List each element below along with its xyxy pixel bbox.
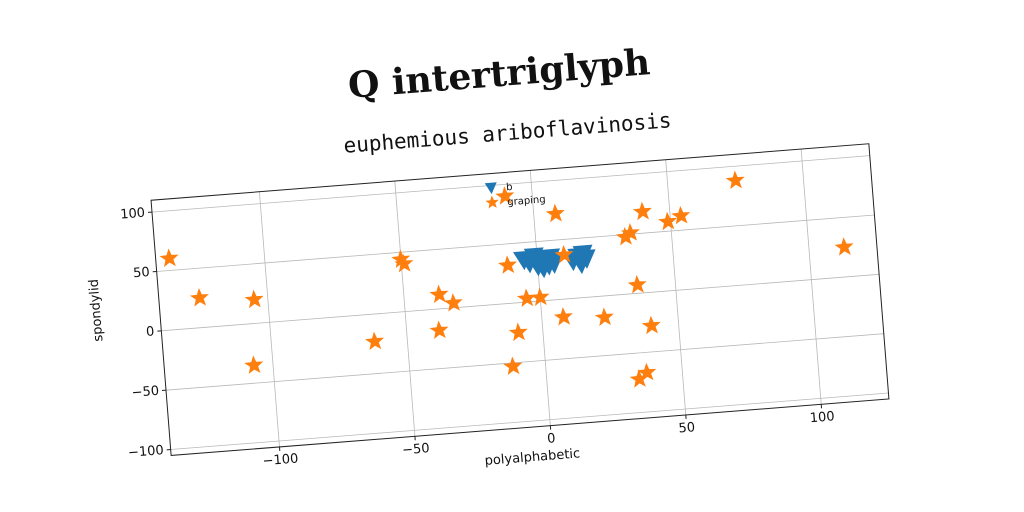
- grid-line-x: [665, 159, 687, 415]
- chart-title: euphemious ariboflavinosis: [343, 108, 673, 158]
- grid-line-y: [170, 392, 889, 450]
- data-marks: [159, 170, 854, 388]
- scatter-plot: −100 −50 0 50 100 −100 −50 0 50 100 b graping po…: [120, 143, 890, 470]
- grid-line-y: [161, 273, 880, 332]
- y-tick-label: 100: [120, 206, 146, 223]
- point-graping: [620, 223, 640, 242]
- point-graping: [189, 287, 209, 307]
- point-graping: [627, 274, 647, 294]
- point-graping: [495, 186, 515, 205]
- grid-line-x: [258, 191, 280, 447]
- legend-label-graping: graping: [507, 194, 546, 208]
- point-graping: [530, 287, 550, 306]
- point-graping: [365, 331, 384, 351]
- point-b: [575, 249, 596, 269]
- x-tick-label: −50: [402, 441, 431, 458]
- point-graping: [429, 284, 449, 304]
- point-graping: [159, 248, 179, 268]
- grid-line-y: [151, 155, 870, 213]
- x-axis-label: polyalphabetic: [484, 446, 581, 468]
- grid-line-y: [156, 214, 875, 272]
- y-tick-label: −100: [128, 443, 165, 461]
- point-graping: [498, 255, 517, 274]
- point-graping: [594, 307, 614, 326]
- point-graping: [834, 237, 854, 256]
- point-graping: [517, 288, 536, 308]
- grid-line-x: [394, 181, 416, 437]
- point-b: [543, 254, 564, 274]
- x-axis: −100 −50 0 50 100: [262, 404, 835, 470]
- point-graping: [503, 356, 523, 375]
- y-tick-label: 0: [146, 324, 155, 340]
- point-graping: [658, 211, 678, 231]
- point-graping: [641, 315, 661, 335]
- legend-label-b: b: [506, 182, 513, 193]
- legend-item-b: b: [484, 182, 513, 195]
- legend-marker-b: [484, 182, 497, 195]
- point-graping: [632, 201, 652, 221]
- point-graping: [671, 205, 691, 225]
- y-tick-label: 50: [133, 265, 151, 281]
- grid: [151, 149, 889, 450]
- x-tick-label: 0: [547, 431, 556, 447]
- plot-frame: [150, 143, 890, 456]
- point-graping: [629, 369, 649, 388]
- point-graping: [443, 293, 463, 312]
- point-graping: [553, 307, 573, 326]
- grid-line-x: [800, 149, 822, 405]
- legend-marker-graping: [485, 195, 499, 209]
- point-graping: [429, 320, 449, 339]
- chart-suptitle: Q intertriglyph: [347, 41, 652, 107]
- grid-line-y: [165, 333, 884, 391]
- point-graping: [244, 355, 264, 374]
- y-axis: −100 −50 0 50 100: [120, 206, 171, 461]
- point-graping: [615, 226, 635, 246]
- x-tick-label: 100: [809, 409, 835, 426]
- point-graping: [545, 203, 565, 223]
- legend: b graping: [484, 182, 546, 209]
- point-graping: [637, 362, 657, 382]
- point-graping: [394, 253, 414, 273]
- point-graping: [725, 170, 745, 190]
- x-tick-label: 50: [678, 420, 696, 436]
- point-graping: [554, 244, 574, 264]
- point-graping: [508, 322, 528, 342]
- legend-item-graping: graping: [485, 194, 546, 209]
- y-axis-label: spondylid: [87, 278, 107, 342]
- y-tick-label: −50: [131, 384, 160, 401]
- point-graping: [244, 289, 264, 309]
- x-tick-label: −100: [262, 452, 299, 470]
